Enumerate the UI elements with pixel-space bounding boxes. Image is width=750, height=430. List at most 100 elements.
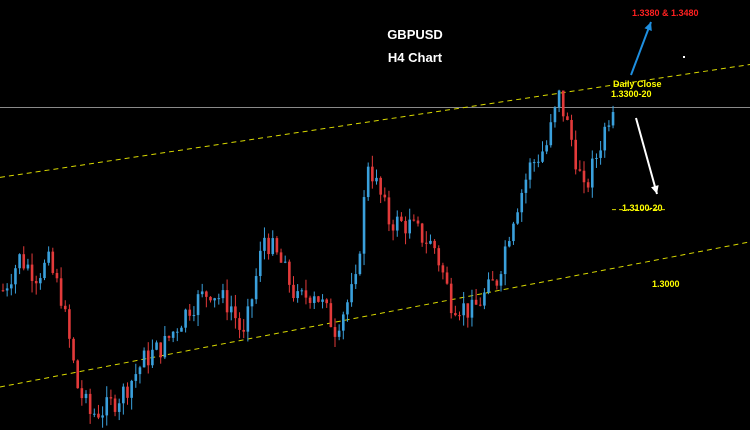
candle-body (474, 299, 478, 305)
candle-body (503, 246, 507, 275)
candle-body (138, 367, 142, 375)
candle-body (171, 331, 175, 338)
candle-body (117, 403, 121, 412)
candle-body (63, 305, 67, 310)
candle-body (371, 166, 374, 182)
candle-body (458, 315, 461, 317)
candle-body (1, 290, 5, 292)
candle-body (84, 393, 88, 399)
candle-body (122, 386, 125, 404)
candle-body (487, 279, 490, 293)
candle-body (200, 291, 204, 295)
candle-body (429, 240, 432, 244)
candle-body (483, 292, 486, 306)
channel-support-label: 1.3000 (652, 279, 680, 289)
candle-body (553, 107, 557, 123)
candle-body (566, 116, 569, 120)
candle-body (14, 268, 17, 285)
candle-body (387, 197, 391, 225)
candle-body (591, 158, 594, 188)
candle-body (10, 284, 13, 289)
candle-body (404, 220, 407, 234)
candle-body (234, 306, 237, 319)
candle-body (180, 327, 183, 332)
marker-dot (683, 56, 685, 58)
candle-body (55, 272, 59, 279)
candle-body (317, 296, 320, 302)
candle-body (391, 224, 395, 231)
candle-body (375, 177, 378, 182)
candle-body (408, 219, 411, 234)
candle-body (80, 388, 84, 399)
candle-body (607, 125, 611, 127)
candle-body (304, 290, 308, 298)
candle-body (350, 284, 353, 303)
downside-arrow-shaft (635, 117, 658, 195)
candle-body (101, 415, 104, 418)
candle-body (300, 290, 304, 292)
candle-body (163, 336, 167, 358)
candle-body (346, 302, 349, 315)
daily-close-title: Daily Close (613, 79, 662, 89)
candle-body (196, 294, 200, 316)
candle-body (229, 306, 233, 313)
channel-lower-line (0, 241, 750, 388)
candle-body (292, 284, 295, 299)
candle-body (541, 151, 544, 162)
candle-body (97, 413, 100, 418)
candle-body (549, 122, 553, 146)
candle-body (425, 242, 428, 244)
candle-body (205, 291, 208, 297)
candle-body (595, 157, 598, 159)
candle-body (271, 238, 275, 255)
candle-body (5, 288, 9, 291)
candle-body (279, 252, 283, 263)
candle-body (466, 303, 470, 318)
candle-body (462, 303, 465, 316)
candle-body (18, 254, 21, 269)
candle-body (26, 264, 30, 269)
candle-body (557, 90, 561, 108)
candle-body (570, 119, 573, 140)
downside-arrow-head (651, 185, 659, 194)
candle-body (283, 261, 287, 263)
candle-body (441, 265, 445, 273)
candle-body (532, 162, 536, 164)
candle-body (470, 299, 474, 318)
candle-body (176, 331, 179, 333)
candle-body (242, 329, 245, 332)
candle-body (603, 126, 607, 151)
candle-body (43, 262, 46, 279)
candle-body (213, 298, 216, 301)
candle-body (325, 299, 328, 304)
chart-subtitle: H4 Chart (387, 50, 443, 65)
candle-body (433, 240, 436, 249)
candle-body (508, 241, 511, 247)
candle-body (611, 112, 615, 126)
candle-body (499, 274, 503, 286)
candle-body (312, 296, 316, 303)
upside-arrow-shaft (630, 21, 652, 76)
candle-body (259, 250, 262, 277)
candle-body (358, 253, 362, 275)
candle-body (109, 397, 113, 399)
candle-body (342, 314, 345, 331)
candle-body (362, 197, 366, 254)
candle-body (188, 309, 192, 316)
candle-body (354, 274, 358, 285)
candle-body (582, 170, 586, 183)
candle-body (192, 315, 196, 317)
candle-body (142, 350, 146, 368)
candle-body (151, 349, 154, 366)
candle-body (449, 283, 453, 314)
candle-body (528, 162, 532, 180)
candle-body (250, 299, 254, 307)
candle-body (416, 220, 420, 224)
candle-body (88, 393, 92, 414)
candle-body (491, 279, 494, 281)
candle-body (574, 139, 577, 170)
candle-body (400, 216, 403, 221)
candle-body (72, 338, 75, 361)
candle-body (437, 248, 441, 266)
